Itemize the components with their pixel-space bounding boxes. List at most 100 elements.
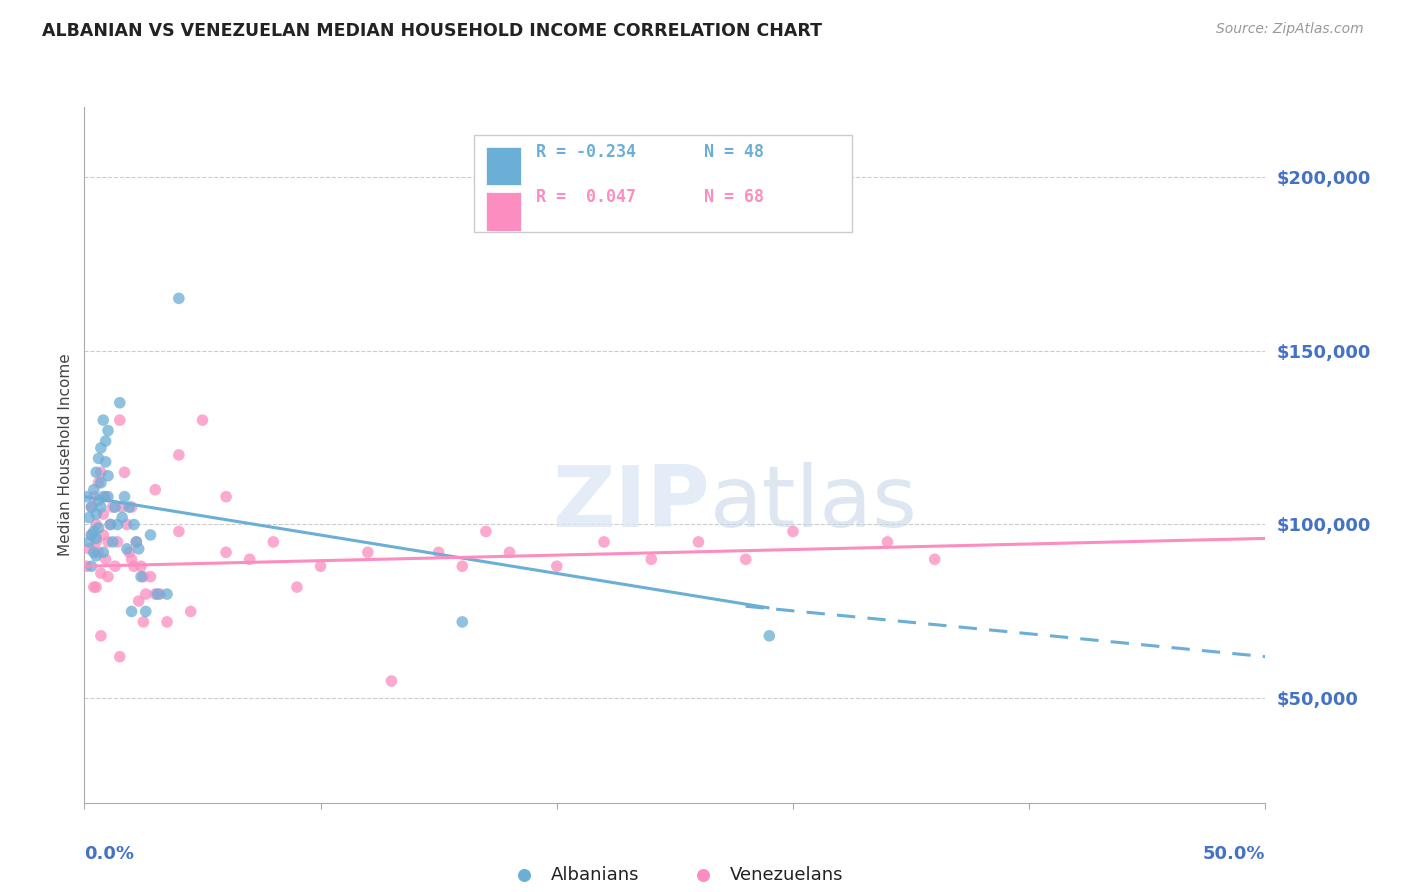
Point (111, 500, 134, 514)
Point (143, 587, 166, 601)
Point (122, 517, 145, 532)
Point (76, 490, 98, 504)
Point (84, 532, 107, 546)
Point (101, 500, 124, 514)
Point (87, 475, 110, 490)
Point (84, 517, 107, 532)
Point (451, 559, 474, 574)
Point (128, 594, 150, 608)
Point (475, 524, 498, 539)
Point (108, 413, 131, 427)
Point (285, 580, 308, 594)
Point (215, 490, 238, 504)
Point (129, 559, 152, 574)
Text: ZIP: ZIP (553, 462, 710, 545)
Point (114, 466, 136, 480)
Point (97, 468, 120, 483)
Point (132, 615, 155, 629)
Point (104, 500, 127, 514)
Point (122, 559, 145, 574)
Point (97, 490, 120, 504)
Text: Source: ZipAtlas.com: Source: ZipAtlas.com (1216, 22, 1364, 37)
Point (94, 490, 117, 504)
Point (121, 500, 143, 514)
FancyBboxPatch shape (474, 135, 852, 232)
Point (427, 545, 450, 559)
Point (83, 524, 105, 539)
Point (98, 517, 121, 532)
Point (593, 534, 616, 549)
Point (546, 559, 568, 574)
Point (156, 587, 179, 601)
Point (149, 587, 172, 601)
Point (498, 545, 520, 559)
Point (167, 448, 190, 462)
Text: N = 68: N = 68 (704, 188, 765, 206)
Point (114, 490, 136, 504)
Point (97, 424, 120, 438)
Text: R = -0.234: R = -0.234 (536, 144, 636, 161)
Point (215, 545, 238, 559)
Text: N = 48: N = 48 (704, 144, 765, 161)
Point (156, 615, 179, 629)
Text: 0.0%: 0.0% (84, 845, 135, 863)
Point (262, 534, 284, 549)
Point (357, 545, 380, 559)
Point (139, 528, 162, 542)
Point (90, 566, 112, 581)
Point (90, 475, 112, 490)
Point (135, 587, 157, 601)
Point (84, 580, 107, 594)
Point (309, 559, 332, 574)
Point (80, 500, 103, 514)
Point (108, 649, 131, 664)
Point (111, 510, 134, 524)
Point (121, 605, 143, 619)
Point (108, 395, 131, 409)
Point (90, 500, 112, 514)
Point (118, 500, 141, 514)
Point (83, 545, 105, 559)
Point (84, 534, 107, 549)
Point (180, 605, 202, 619)
Text: atlas: atlas (710, 462, 918, 545)
Point (782, 524, 804, 539)
Point (129, 570, 152, 584)
Point (924, 552, 946, 566)
Point (876, 534, 898, 549)
Point (91, 507, 114, 521)
Point (143, 483, 166, 497)
Point (135, 605, 157, 619)
Point (128, 541, 150, 556)
FancyBboxPatch shape (486, 147, 522, 186)
Point (91, 528, 114, 542)
Point (87, 451, 110, 466)
Point (734, 552, 756, 566)
Point (688, 534, 710, 549)
Point (94, 434, 117, 448)
Point (80, 559, 103, 574)
Point (77, 510, 100, 524)
Point (90, 466, 112, 480)
Point (90, 441, 112, 455)
Point (239, 552, 262, 566)
Point (97, 534, 120, 549)
Legend: Albanians, Venezuelans: Albanians, Venezuelans (506, 866, 844, 884)
Point (84, 549, 107, 563)
Point (91, 545, 114, 559)
Point (80, 500, 103, 514)
Point (121, 552, 143, 566)
Point (107, 517, 129, 532)
Point (83, 580, 105, 594)
Point (118, 545, 141, 559)
Point (125, 534, 148, 549)
Point (380, 674, 402, 689)
Text: ALBANIAN VS VENEZUELAN MEDIAN HOUSEHOLD INCOME CORRELATION CHART: ALBANIAN VS VENEZUELAN MEDIAN HOUSEHOLD … (42, 22, 823, 40)
Point (167, 291, 190, 305)
Point (191, 413, 214, 427)
Point (115, 517, 138, 532)
Point (101, 534, 124, 549)
Point (90, 629, 112, 643)
Point (125, 534, 148, 549)
Point (87, 493, 110, 508)
